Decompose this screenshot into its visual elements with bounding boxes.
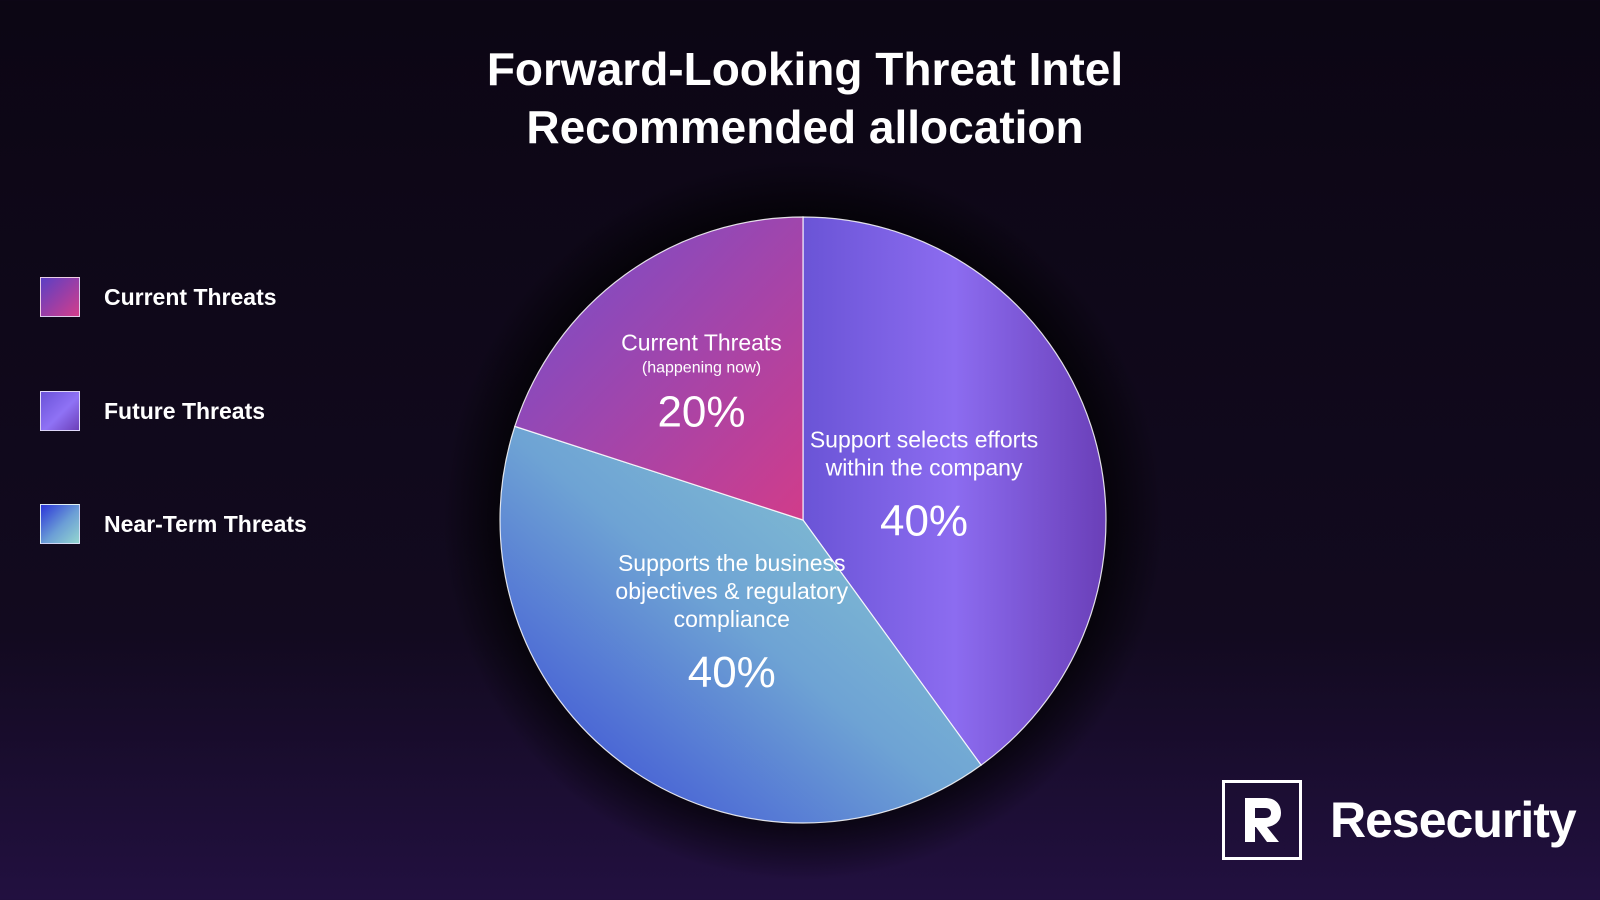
chart-title-line-2: Recommended allocation — [526, 101, 1084, 153]
slice-label-line: Support selects efforts — [810, 427, 1038, 453]
slice-label-line: Supports the business — [618, 550, 846, 576]
legend-item-current-threats: Current Threats — [40, 277, 277, 317]
legend-swatch-future-threats — [40, 391, 80, 431]
slice-sublabel: (happening now) — [642, 359, 761, 376]
pie-slice-future-threats — [802, 216, 1107, 766]
legend-label: Near-Term Threats — [104, 510, 307, 537]
slice-label-line: compliance — [674, 606, 790, 632]
chart-title-line-1: Forward-Looking Threat Intel — [486, 43, 1124, 95]
legend-item-future-threats: Future Threats — [40, 391, 265, 431]
slice-label-line: Current Threats — [621, 329, 782, 355]
pie-slices — [499, 216, 1107, 824]
legend-swatch-near-term-threats — [40, 504, 80, 544]
legend-label: Current Threats — [104, 283, 277, 310]
slice-percent-label: 20% — [657, 387, 745, 436]
pie-slice-current-threats — [514, 216, 804, 521]
slice-label-line: within the company — [825, 455, 1023, 481]
slice-label-line: objectives & regulatory — [615, 578, 848, 604]
brand-logo: Resecurity — [1222, 780, 1577, 860]
chart-title: Forward-Looking Threat Intel Recommended… — [0, 40, 1600, 156]
brand-name: Resecurity — [1330, 792, 1577, 848]
slice-percent-label: 40% — [688, 648, 776, 697]
pie-slice-near-term-threats — [499, 425, 982, 824]
brand-mark-icon — [1222, 780, 1302, 860]
legend-item-near-term-threats: Near-Term Threats — [40, 504, 307, 544]
legend-swatch-current-threats — [40, 277, 80, 317]
slice-percent-label: 40% — [880, 497, 968, 546]
legend-label: Future Threats — [104, 397, 266, 424]
